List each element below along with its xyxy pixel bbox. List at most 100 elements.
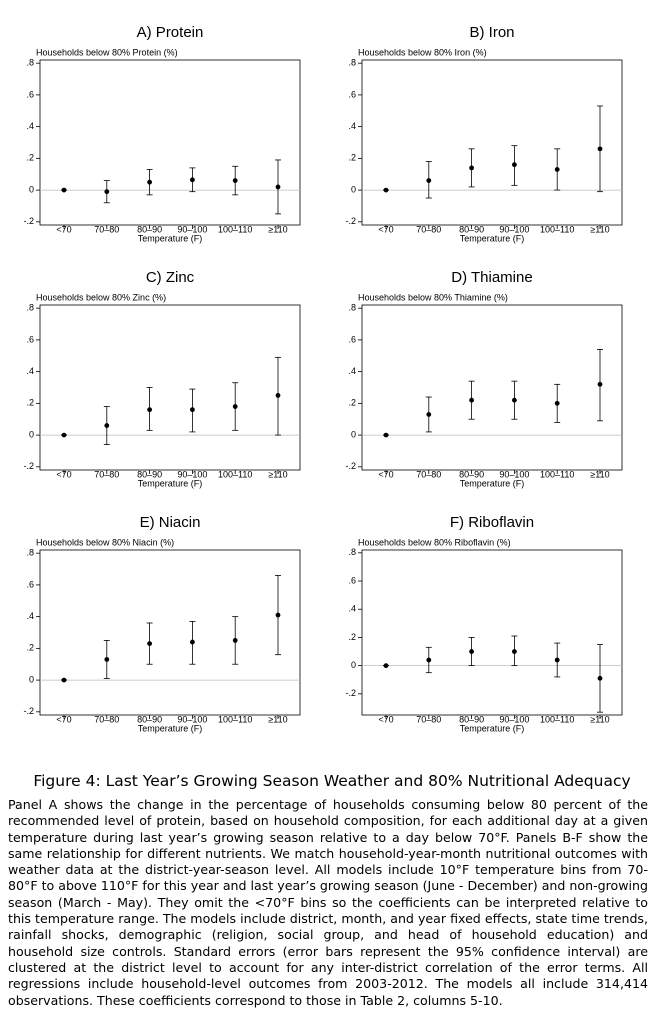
panel-title: D) Thiamine bbox=[451, 269, 532, 286]
x-tick-label: 100–110 bbox=[540, 224, 574, 234]
y-tick-label: .8 bbox=[348, 303, 356, 313]
y-tick-label: 0 bbox=[29, 674, 34, 684]
point bbox=[512, 649, 517, 654]
point bbox=[426, 412, 432, 417]
x-tick-label: 100–110 bbox=[218, 224, 252, 234]
x-tick-label: 100–110 bbox=[540, 469, 574, 479]
y-tick-label: .4 bbox=[348, 604, 356, 614]
point bbox=[469, 165, 474, 171]
y-tick-label: .4 bbox=[26, 121, 34, 131]
x-tick-label: 70–80 bbox=[416, 224, 441, 234]
point bbox=[147, 407, 153, 413]
y-tick-label: .4 bbox=[26, 611, 34, 621]
x-tick-label: 90–100 bbox=[177, 469, 207, 479]
point bbox=[104, 657, 110, 662]
point bbox=[383, 187, 389, 193]
x-tick-label: 80–90 bbox=[459, 224, 484, 234]
y-tick-label: .8 bbox=[26, 58, 34, 68]
point bbox=[469, 397, 474, 403]
y-tick-label: -.2 bbox=[345, 216, 356, 226]
x-tick-label: 100–110 bbox=[540, 714, 574, 724]
point bbox=[190, 177, 195, 183]
x-tick-label: ≥110 bbox=[268, 224, 287, 234]
x-tick-label: 100–110 bbox=[218, 714, 252, 724]
x-tick-label: ≥110 bbox=[268, 714, 287, 724]
plot-frame bbox=[361, 549, 623, 716]
y-tick-label: .6 bbox=[26, 334, 34, 344]
x-tick-label: <70 bbox=[378, 224, 393, 234]
x-tick-label: 70–80 bbox=[94, 469, 119, 479]
y-tick-label: 0 bbox=[29, 184, 34, 194]
y-tick-label: .2 bbox=[348, 153, 356, 163]
point bbox=[275, 184, 281, 190]
plot-frame bbox=[39, 304, 301, 471]
x-tick-label: <70 bbox=[378, 469, 393, 479]
point bbox=[512, 162, 517, 168]
point bbox=[61, 187, 67, 193]
x-tick-label: 90–100 bbox=[499, 469, 529, 479]
y-tick-label: .2 bbox=[348, 398, 356, 408]
y-tick-label: .2 bbox=[348, 632, 356, 642]
point bbox=[147, 641, 153, 647]
x-tick-label: 90–100 bbox=[499, 714, 529, 724]
x-tick-label: 90–100 bbox=[177, 224, 207, 234]
point bbox=[469, 649, 474, 654]
x-tick-label: <70 bbox=[378, 714, 393, 724]
y-tick-label: -.2 bbox=[23, 706, 34, 716]
panel-title: F) Riboflavin bbox=[450, 514, 534, 531]
point bbox=[104, 423, 110, 428]
x-tick-label: 100–110 bbox=[218, 469, 252, 479]
x-tick-label: 80–90 bbox=[137, 224, 162, 234]
y-tick-label: .8 bbox=[348, 547, 356, 557]
point bbox=[147, 179, 153, 185]
point bbox=[232, 638, 238, 643]
point bbox=[275, 612, 281, 618]
y-axis-label: Households below 80% Riboflavin (%) bbox=[358, 537, 511, 547]
x-axis-label: Temperature (F) bbox=[460, 478, 525, 488]
y-tick-label: -.2 bbox=[345, 461, 356, 471]
x-tick-label: ≥110 bbox=[590, 469, 609, 479]
y-axis-label: Households below 80% Niacin (%) bbox=[36, 537, 174, 547]
y-tick-label: .4 bbox=[348, 366, 356, 376]
point bbox=[190, 407, 195, 413]
x-tick-label: 70–80 bbox=[416, 469, 441, 479]
figure-caption: Figure 4: Last Year’s Growing Season Wea… bbox=[33, 772, 631, 790]
point bbox=[597, 146, 603, 152]
y-tick-label: .8 bbox=[26, 548, 34, 558]
y-tick-label: .2 bbox=[26, 643, 34, 653]
y-tick-label: 0 bbox=[351, 660, 356, 670]
y-tick-label: .4 bbox=[26, 366, 34, 376]
point bbox=[554, 167, 560, 172]
x-axis-label: Temperature (F) bbox=[138, 233, 203, 243]
point bbox=[554, 657, 560, 663]
figure-note: Panel A shows the change in the percenta… bbox=[8, 797, 648, 1008]
plot-frame bbox=[39, 549, 301, 716]
point bbox=[383, 663, 389, 669]
y-tick-label: .6 bbox=[348, 89, 356, 99]
plot-frame bbox=[361, 59, 623, 226]
x-tick-label: <70 bbox=[56, 714, 71, 724]
figure: A) Protein Households below 80% Protein (… bbox=[23, 24, 623, 733]
x-tick-label: <70 bbox=[56, 469, 71, 479]
point bbox=[383, 432, 389, 438]
panel-title: E) Niacin bbox=[140, 514, 201, 531]
point bbox=[426, 657, 432, 663]
point bbox=[554, 400, 560, 406]
y-tick-label: -.2 bbox=[23, 216, 34, 226]
y-tick-label: .6 bbox=[26, 89, 34, 99]
y-axis-label: Households below 80% Iron (%) bbox=[358, 47, 487, 57]
x-axis-label: Temperature (F) bbox=[460, 233, 525, 243]
x-tick-label: <70 bbox=[56, 224, 71, 234]
y-tick-label: -.2 bbox=[23, 461, 34, 471]
x-tick-label: 80–90 bbox=[137, 714, 162, 724]
x-tick-label: ≥110 bbox=[268, 469, 287, 479]
point bbox=[104, 189, 110, 195]
x-tick-label: 80–90 bbox=[459, 469, 484, 479]
x-tick-label: 70–80 bbox=[94, 714, 119, 724]
x-tick-label: 80–90 bbox=[459, 714, 484, 724]
y-tick-label: .6 bbox=[348, 575, 356, 585]
y-tick-label: .2 bbox=[26, 153, 34, 163]
panel-title: B) Iron bbox=[469, 24, 514, 41]
x-axis-label: Temperature (F) bbox=[138, 478, 203, 488]
